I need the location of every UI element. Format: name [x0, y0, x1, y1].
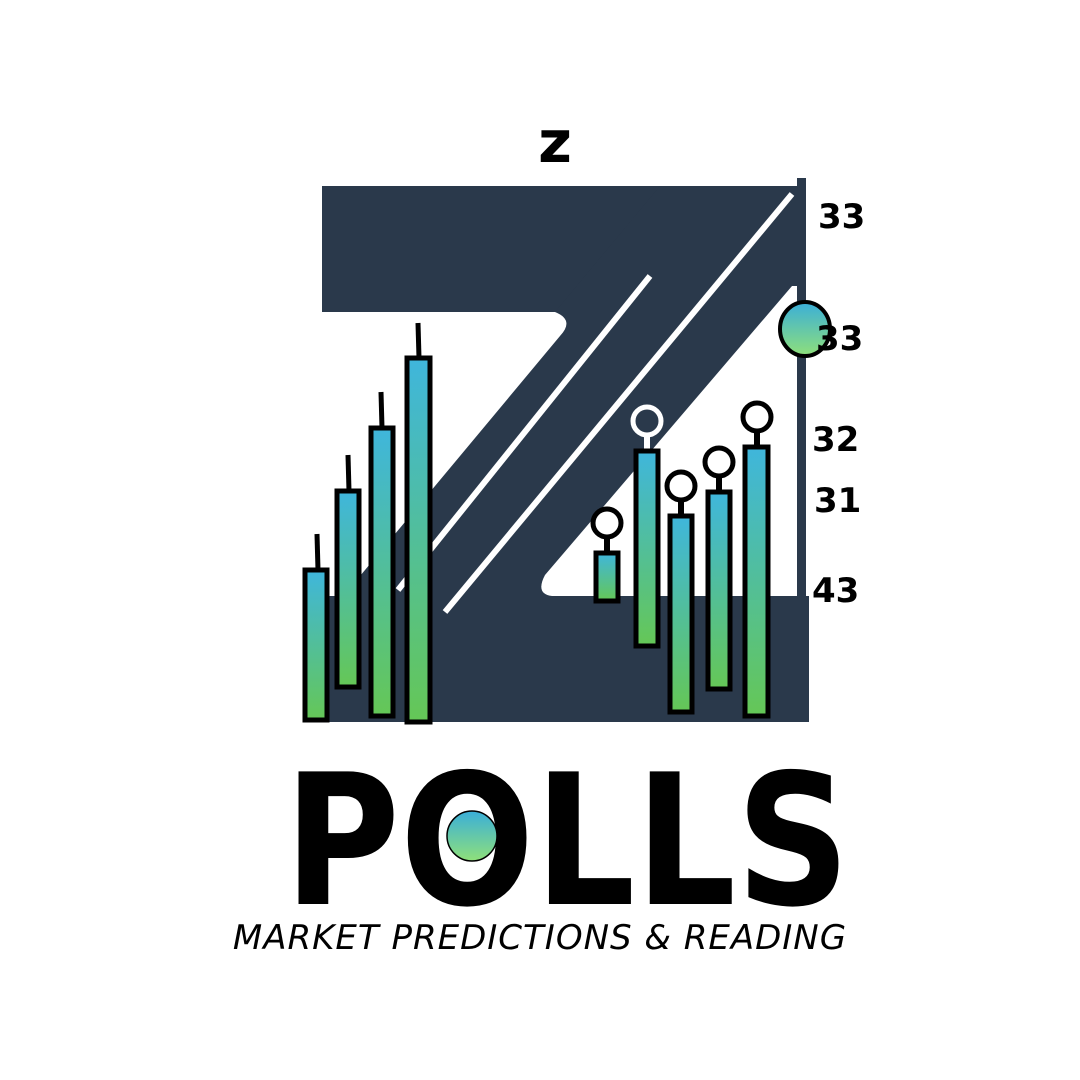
- candles-right-group: [590, 400, 774, 719]
- z-highlight-line-1: [395, 274, 653, 592]
- scale-label-2: 33: [816, 319, 863, 359]
- candle-left-4: [404, 322, 433, 725]
- scale-label-3: 32: [812, 420, 859, 460]
- candle-right-1: [590, 506, 624, 604]
- candle-left-2: [334, 454, 362, 690]
- brand-o-dot: [446, 810, 498, 862]
- scale-axis-line: [797, 178, 806, 722]
- z-highlight-line-2: [442, 192, 795, 614]
- candle-left-3: [368, 391, 396, 719]
- top-letter-z: z: [538, 108, 572, 176]
- candle-right-4: [702, 445, 736, 692]
- candle-right-2: [630, 404, 664, 649]
- scale-label-1: 33: [818, 197, 865, 237]
- candle-right-3: [664, 469, 698, 715]
- scale-marker-dot: [778, 300, 832, 358]
- candle-right-5: [740, 400, 774, 719]
- scale-label-5: 43: [812, 571, 859, 611]
- brand-name: POLLS: [284, 735, 850, 947]
- candles-left-group: [302, 322, 433, 725]
- candle-left-1: [302, 533, 330, 723]
- scale-label-4: 31: [814, 481, 861, 521]
- tagline: MARKET PREDICTIONS & READING: [232, 918, 848, 958]
